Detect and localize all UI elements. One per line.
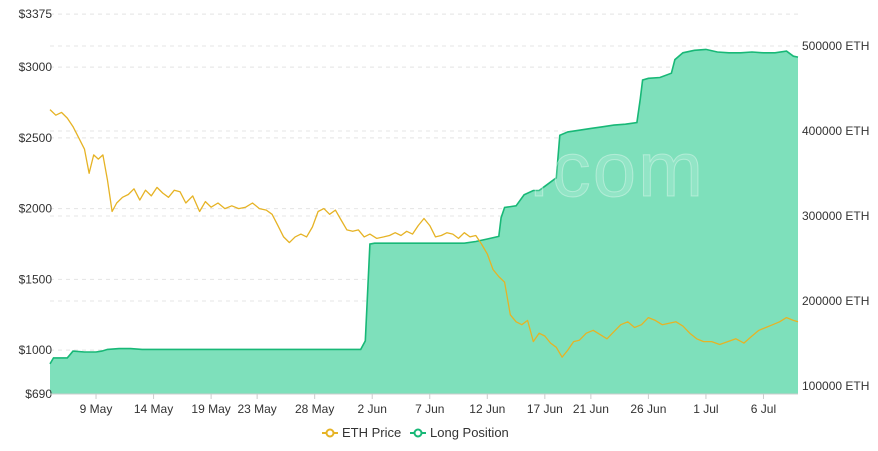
legend-item-long-position[interactable]: Long Position (410, 425, 509, 440)
watermark-layer: coinglass.com (184, 125, 705, 214)
x-axis-tick-label: 12 Jun (469, 402, 505, 416)
x-axis-tick-label: 14 May (134, 402, 173, 416)
x-axis-tick-label: 23 May (237, 402, 276, 416)
x-axis-tick-label: 21 Jun (573, 402, 609, 416)
right-axis-tick-label: 100000 ETH (802, 379, 869, 393)
long-position-area (50, 49, 798, 395)
left-axis-tick-label: $2500 (19, 131, 53, 145)
legend-long-position-label: Long Position (430, 425, 509, 440)
left-axis: $3375 $3000 $2500 $2000 $1500 $1000 $690 (19, 7, 53, 401)
long-position-area-layer (49, 48, 799, 395)
left-axis-tick-label: $1500 (19, 272, 53, 286)
x-axis-tick-label: 6 Jul (751, 402, 776, 416)
x-axis-tick-label: 17 Jun (527, 402, 563, 416)
legend-eth-price-label: ETH Price (342, 425, 401, 440)
long-position-line (49, 48, 799, 365)
x-axis-tick-label: 1 Jul (693, 402, 718, 416)
watermark-text: coinglass.com (185, 125, 705, 213)
legend-eth-price-swatch-dot (325, 428, 335, 438)
right-axis-tick-label: 500000 ETH (802, 39, 869, 53)
legend-long-position-swatch-dot (413, 428, 423, 438)
left-axis-tick-label: $3375 (19, 7, 53, 21)
x-axis-tick-label: 2 Jun (358, 402, 387, 416)
left-axis-tick-label: $690 (25, 387, 52, 401)
left-axis-tick-label: $1000 (19, 343, 53, 357)
x-axis-tick-label: 26 Jun (630, 402, 666, 416)
legend-item-eth-price[interactable]: ETH Price (322, 425, 401, 440)
x-axis-tick-label: 9 May (80, 402, 113, 416)
legend: ETH Price Long Position (322, 425, 509, 440)
left-axis-tick-label: $3000 (19, 60, 53, 74)
x-axis-tick-label: 19 May (191, 402, 230, 416)
right-axis: 500000 ETH 400000 ETH 300000 ETH 200000 ETH… (802, 39, 869, 393)
x-axis-tick-label: 7 Jun (415, 402, 444, 416)
right-axis-tick-label: 300000 ETH (802, 209, 869, 223)
x-axis-tick-label: 28 May (295, 402, 334, 416)
right-axis-tick-label: 400000 ETH (802, 124, 869, 138)
eth-price-line-layer (49, 109, 799, 358)
right-axis-tick-label: 200000 ETH (802, 294, 869, 308)
eth-price-line (49, 109, 799, 358)
x-axis: 9 May 14 May 19 May 23 May 28 May 2 Jun 7 Jun 1… (50, 393, 798, 416)
left-axis-tick-label: $2000 (19, 202, 53, 216)
